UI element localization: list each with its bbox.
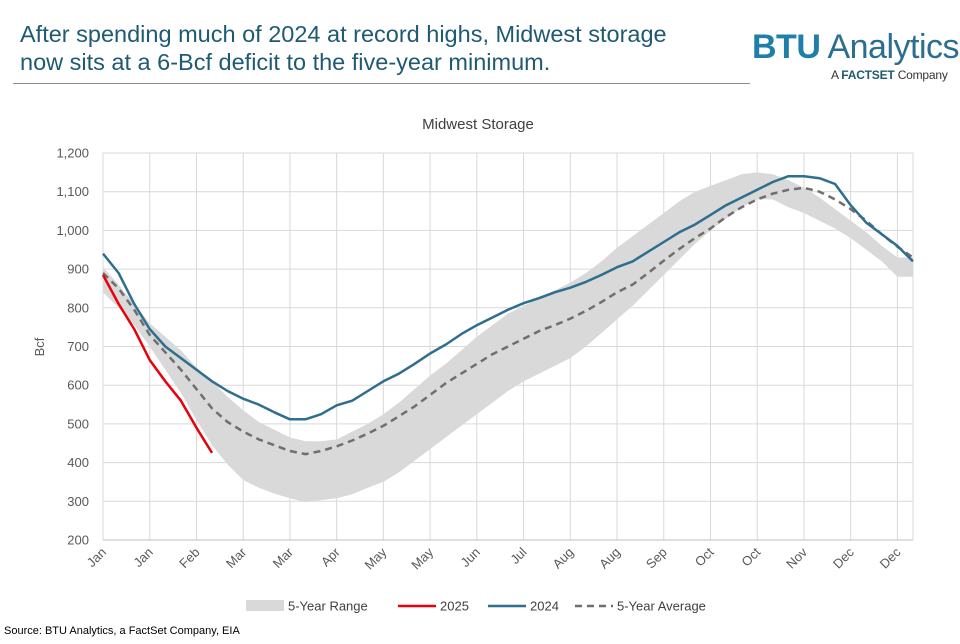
- logo-brand-light: Analytics: [827, 28, 960, 66]
- y-tick-label: 1,000: [56, 223, 89, 238]
- x-tick-label: Jul: [507, 544, 529, 566]
- legend-five-year-range-swatch: [246, 600, 284, 611]
- legend-2025-label: 2025: [440, 599, 469, 614]
- series-2025-line: [101, 274, 214, 454]
- y-axis-label: Bcf: [32, 337, 47, 356]
- btu-analytics-logo: BTU Analytics A FACTSET Company: [752, 28, 960, 82]
- chart-legend: 5-Year Range 2025 2024 5-Year Average: [246, 599, 706, 614]
- header-divider: [13, 83, 750, 84]
- logo-tagline-brand: FACTSET: [841, 68, 895, 82]
- x-tick-label: Aug: [549, 545, 576, 572]
- x-tick-label: Feb: [176, 545, 202, 571]
- legend-five-year-average: 5-Year Average: [575, 599, 706, 614]
- five-year-range-area: [103, 172, 913, 503]
- x-tick-label: Sep: [643, 545, 670, 572]
- y-tick-label: 700: [67, 339, 89, 354]
- legend-five-year-average-label: 5-Year Average: [617, 599, 706, 614]
- y-tick-label: 500: [67, 416, 89, 431]
- logo-tagline-prefix: A: [831, 68, 842, 82]
- legend-five-year-range-label: 5-Year Range: [288, 599, 368, 614]
- x-tick-label: Aug: [596, 545, 623, 572]
- x-tick-label: Jan: [84, 545, 109, 570]
- headline: After spending much of 2024 at record hi…: [20, 20, 720, 76]
- five-year-range-band: [103, 172, 913, 503]
- x-tick-label: Mar: [223, 544, 250, 571]
- y-tick-label: 400: [67, 455, 89, 470]
- x-tick-label: May: [408, 544, 436, 572]
- x-tick-label: Nov: [783, 544, 810, 571]
- y-tick-label: 800: [67, 300, 89, 315]
- y-tick-label: 1,200: [56, 146, 89, 161]
- logo-tagline: A FACTSET Company: [831, 68, 948, 82]
- chart-series-lines: [101, 174, 914, 456]
- y-tick-label: 900: [67, 262, 89, 277]
- x-tick-label: Oct: [692, 544, 717, 569]
- chart-title: Midwest Storage: [422, 116, 534, 133]
- source-note: Source: BTU Analytics, a FactSet Company…: [4, 625, 240, 637]
- series-2024-line: [102, 174, 914, 421]
- x-tick-label: Dec: [830, 544, 857, 571]
- x-tick-label: Dec: [877, 544, 904, 571]
- x-tick-label: Oct: [738, 544, 763, 569]
- y-tick-label: 300: [67, 494, 89, 509]
- legend-2025: 2025: [398, 599, 469, 614]
- x-tick-label: May: [362, 544, 390, 572]
- x-tick-label: Apr: [318, 544, 343, 569]
- headline-line-1: After spending much of 2024 at record hi…: [20, 21, 667, 47]
- legend-2024: 2024: [488, 599, 559, 614]
- legend-five-year-range: 5-Year Range: [246, 599, 368, 614]
- logo-tagline-suffix: Company: [894, 68, 948, 82]
- logo-wordmark: BTU Analytics: [752, 28, 960, 66]
- chart-gridlines: [102, 152, 914, 541]
- five-year-average-line: [102, 186, 914, 456]
- x-tick-label: Jan: [130, 545, 155, 570]
- y-tick-label: 600: [67, 378, 89, 393]
- y-tick-label: 200: [67, 533, 89, 548]
- y-tick-label: 1,100: [56, 184, 89, 199]
- headline-line-2: now sits at a 6-Bcf deficit to the five-…: [20, 49, 551, 75]
- logo-brand-bold: BTU: [752, 28, 821, 66]
- x-tick-label: Jun: [458, 545, 483, 570]
- x-tick-label: Mar: [270, 544, 297, 571]
- legend-2024-label: 2024: [530, 599, 559, 614]
